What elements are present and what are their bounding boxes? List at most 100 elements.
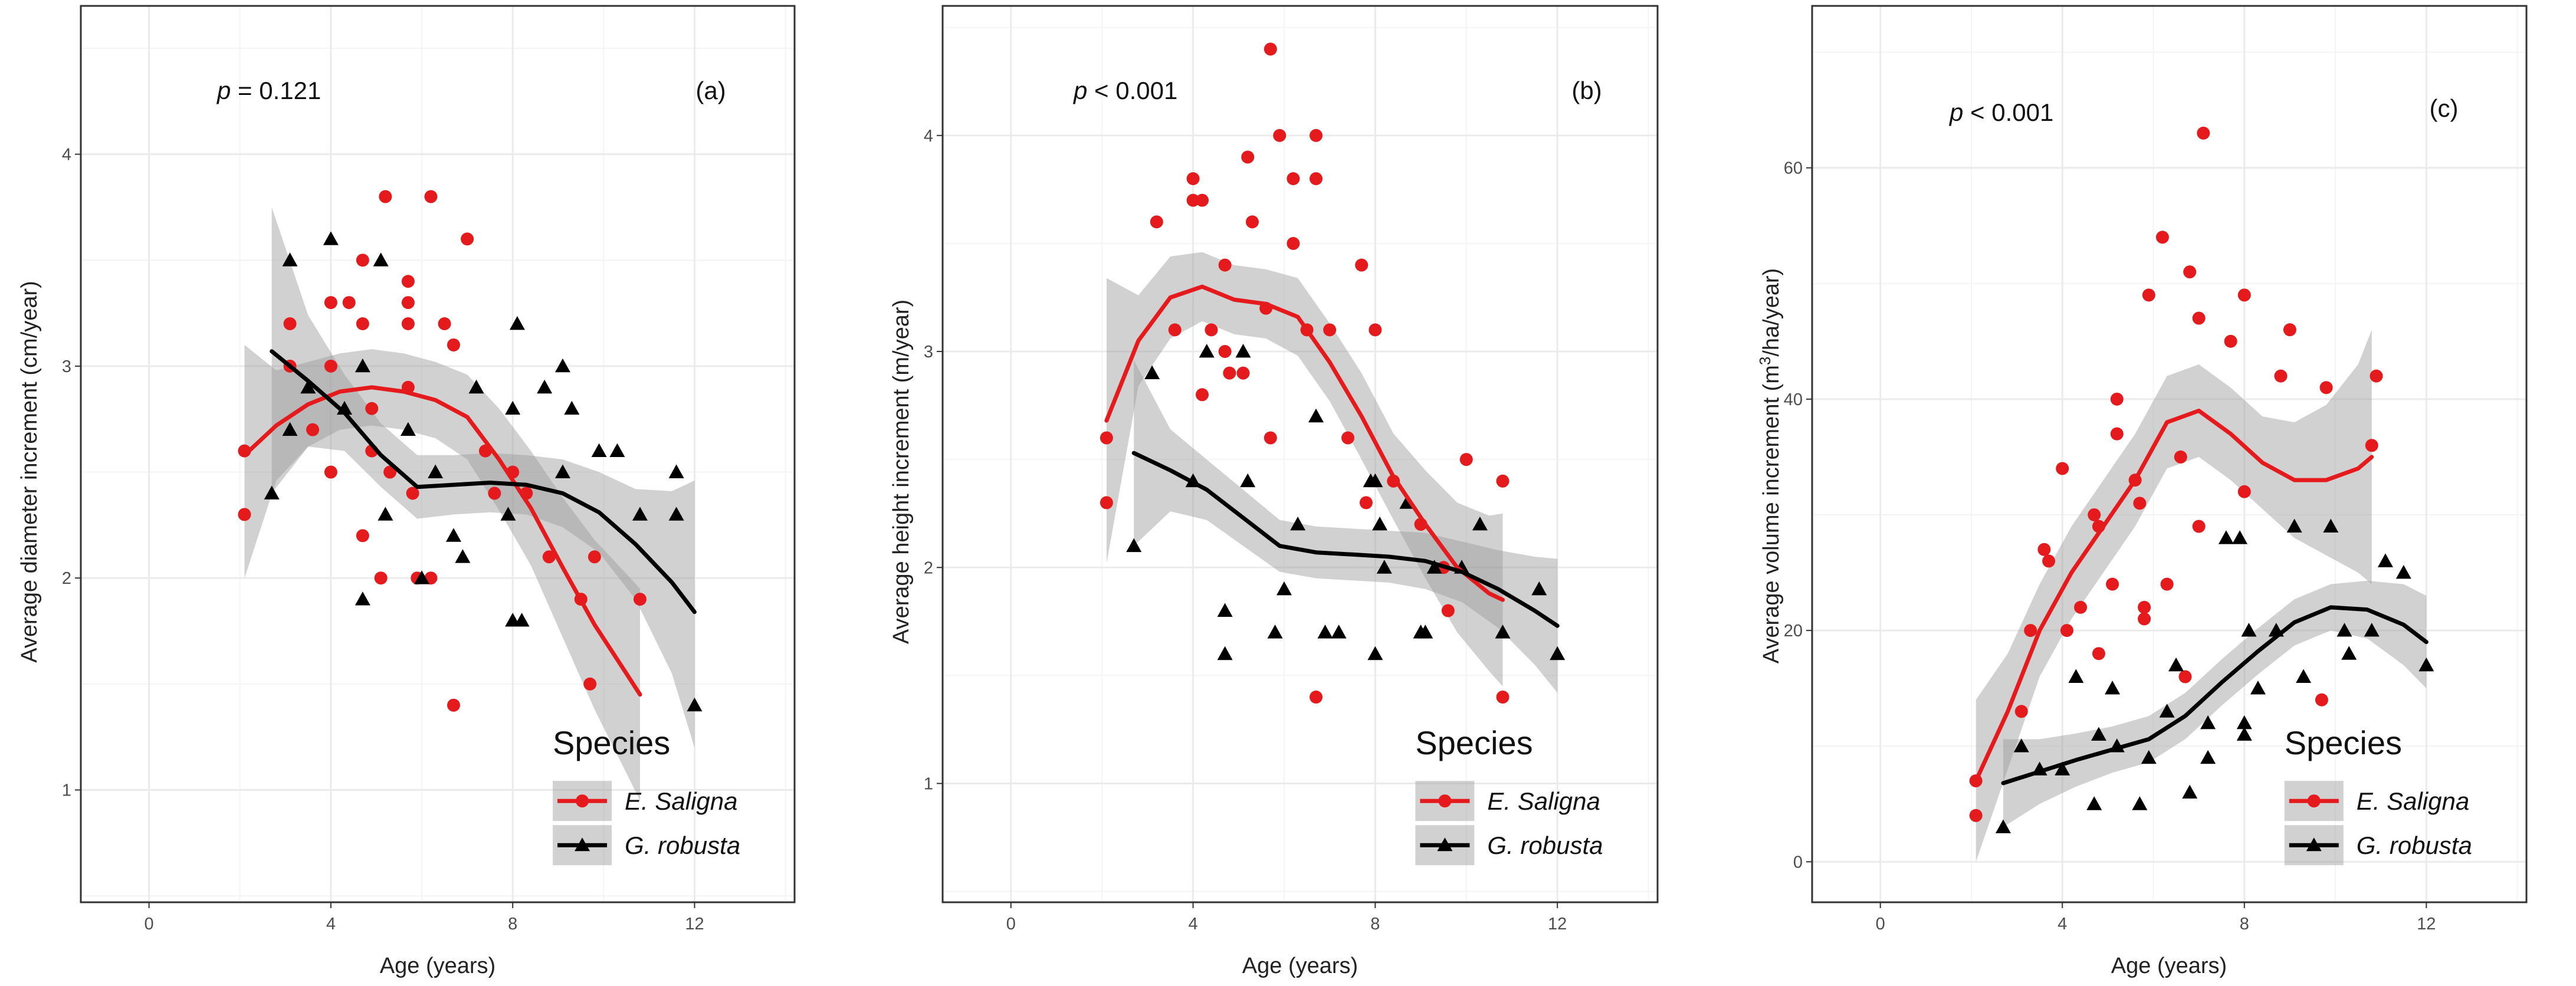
data-point-g-robusta	[378, 507, 393, 521]
data-point-g-robusta	[355, 591, 370, 606]
data-point-g-robusta	[1240, 473, 1256, 488]
legend-entry-g-robusta: G. robusta	[625, 831, 740, 859]
data-point-e-saligna	[406, 487, 419, 500]
data-point-e-saligna	[1218, 258, 1232, 272]
data-point-g-robusta	[468, 379, 484, 394]
data-point-g-robusta	[2236, 727, 2252, 741]
data-point-e-saligna	[2088, 508, 2101, 521]
x-tick-label: 12	[685, 915, 704, 934]
y-tick-label: 1	[924, 775, 933, 794]
x-tick-label: 12	[2417, 915, 2436, 934]
data-point-g-robusta	[1417, 625, 1433, 639]
confidence-band-e-saligna	[1106, 252, 1503, 686]
smooth-line-e-saligna	[1974, 409, 2374, 783]
data-point-e-saligna	[2237, 288, 2251, 302]
data-point-e-saligna	[438, 317, 451, 331]
data-point-g-robusta	[2419, 657, 2434, 672]
data-point-e-saligna	[238, 508, 251, 521]
data-point-g-robusta	[1995, 819, 2011, 833]
data-point-g-robusta	[1372, 517, 1388, 531]
y-axis-label-c: Average volume increment (m3/ha/year)	[1756, 268, 1784, 664]
y-axis-label-a: Average diameter increment (cm/year)	[17, 281, 42, 663]
panel-label-a: (a)	[695, 77, 726, 104]
legend: Species E. Saligna G. robusta	[1415, 724, 1603, 866]
data-point-e-saligna	[588, 550, 601, 564]
x-tick-label: 8	[2240, 915, 2249, 934]
data-point-g-robusta	[2168, 657, 2184, 672]
data-point-e-saligna	[488, 487, 501, 500]
data-point-g-robusta	[1290, 517, 1306, 531]
panel-border	[80, 5, 796, 903]
data-point-e-saligna	[1186, 172, 1200, 186]
data-point-g-robusta	[2337, 623, 2352, 637]
x-tick-label: 0	[145, 915, 154, 934]
data-point-e-saligna	[1236, 366, 1250, 380]
data-point-g-robusta	[1317, 625, 1333, 639]
data-point-e-saligna	[2110, 427, 2124, 441]
data-point-e-saligna	[2370, 369, 2383, 383]
data-point-g-robusta	[632, 507, 648, 521]
smooth-line-g-robusta	[1131, 451, 1560, 628]
data-point-e-saligna	[2274, 369, 2288, 383]
data-point-g-robusta	[1472, 517, 1488, 531]
data-point-g-robusta	[1367, 473, 1383, 488]
data-point-e-saligna	[356, 529, 369, 543]
data-point-e-saligna	[1459, 453, 1473, 466]
x-axis-label-a: Age (years)	[380, 954, 495, 978]
data-point-g-robusta	[373, 252, 389, 267]
data-point-e-saligna	[1310, 129, 1323, 142]
data-point-e-saligna	[401, 317, 415, 331]
data-point-g-robusta	[282, 252, 298, 267]
data-point-e-saligna	[1441, 604, 1455, 617]
data-point-e-saligna	[2092, 647, 2105, 660]
data-point-g-robusta	[2055, 761, 2070, 775]
data-point-g-robusta	[2286, 518, 2302, 533]
smooth-line-e-saligna	[1104, 284, 1505, 602]
data-point-e-saligna	[1323, 323, 1337, 337]
data-point-e-saligna	[1273, 129, 1287, 142]
data-point-e-saligna	[583, 677, 597, 691]
data-point-e-saligna	[2037, 543, 2051, 556]
x-tick-label: 0	[1876, 915, 1885, 934]
smooth-line-g-robusta	[2001, 605, 2429, 785]
circle-icon	[1438, 794, 1452, 808]
data-point-e-saligna	[401, 296, 415, 310]
data-point-e-saligna	[1100, 496, 1113, 510]
data-point-g-robusta	[1367, 646, 1383, 660]
pvalue-b: p < 0.001	[1072, 77, 1177, 104]
circle-icon	[2307, 794, 2321, 808]
x-tick-label: 8	[508, 915, 517, 934]
data-point-e-saligna	[2142, 288, 2155, 302]
panel-border	[941, 5, 1659, 903]
pvalue-c: p < 0.001	[1948, 98, 2053, 126]
triangle-icon	[575, 837, 590, 852]
data-point-e-saligna	[324, 359, 337, 373]
data-point-e-saligna	[1496, 474, 1509, 488]
data-point-e-saligna	[1341, 431, 1355, 445]
data-point-e-saligna	[283, 317, 297, 331]
triangle-icon	[1437, 837, 1453, 852]
data-point-e-saligna	[2174, 450, 2187, 464]
x-tick-label: 12	[1548, 915, 1567, 934]
data-point-g-robusta	[2236, 715, 2252, 729]
x-axis-label-c: Age (years)	[2111, 954, 2227, 978]
data-point-e-saligna	[2074, 600, 2088, 614]
data-point-g-robusta	[1126, 538, 1142, 553]
data-point-g-robusta	[1550, 646, 1566, 660]
data-point-g-robusta	[2341, 646, 2357, 660]
data-point-g-robusta	[514, 613, 530, 627]
data-point-e-saligna	[1245, 215, 1259, 229]
y-tick-label: 0	[1793, 853, 1803, 872]
data-point-e-saligna	[1310, 691, 1323, 704]
legend-entry-g-robusta: G. robusta	[1487, 831, 1603, 859]
data-point-e-saligna	[356, 317, 369, 331]
y-tick-label: 60	[1784, 159, 1803, 178]
confidence-band-g-robusta	[271, 207, 695, 748]
data-point-e-saligna	[2155, 231, 2169, 244]
data-point-g-robusta	[505, 400, 521, 415]
data-point-e-saligna	[1496, 691, 1509, 704]
plot-area-c: 0 4 8 12 0 20 40 60 Species E. Saligna G. robusta	[1784, 5, 2528, 934]
data-point-e-saligna	[2192, 520, 2206, 533]
data-point-e-saligna	[424, 190, 438, 203]
data-point-e-saligna	[2365, 439, 2378, 452]
